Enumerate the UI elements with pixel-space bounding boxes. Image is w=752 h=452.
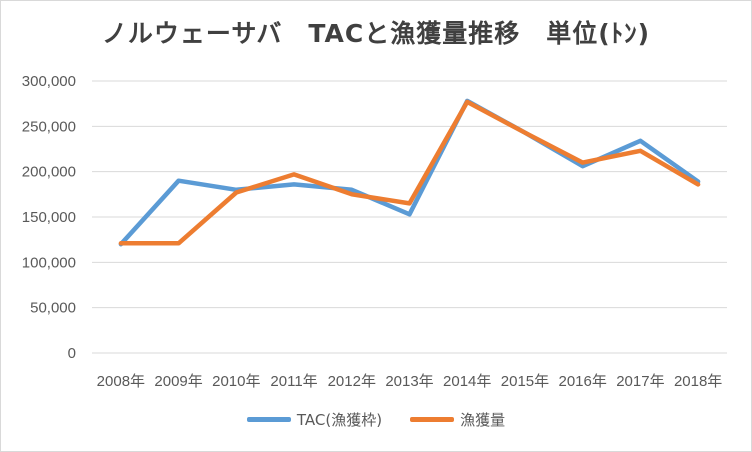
legend-label-tac: TAC(漁獲枠) [296, 411, 383, 429]
chart-title: ノルウェーサバ TACと漁獲量推移 単位(ﾄﾝ) [101, 19, 651, 48]
series-line-catch [118, 99, 701, 246]
x-tick-label: 2016年 [558, 373, 606, 390]
y-tick-label: 50,000 [30, 300, 76, 317]
x-tick-label: 2012年 [328, 373, 376, 390]
x-tick-label: 2008年 [97, 373, 145, 390]
x-tick-label: 2010年 [212, 373, 260, 390]
x-tick-label: 2013年 [385, 373, 433, 390]
x-tick-label: 2017年 [616, 373, 664, 390]
legend-swatch-tac [246, 417, 291, 422]
y-tick-label: 100,000 [22, 254, 76, 271]
y-tick-label: 0 [68, 345, 76, 362]
legend-item-catch: 漁獲量 [410, 409, 505, 430]
x-tick-label: 2015年 [501, 373, 549, 390]
y-tick-label: 250,000 [22, 118, 76, 135]
y-tick-label: 200,000 [22, 164, 76, 181]
y-tick-label: 300,000 [22, 73, 76, 90]
x-tick-label: 2018年 [674, 373, 722, 390]
legend-swatch-catch [410, 417, 455, 422]
y-tick-label: 150,000 [22, 209, 76, 226]
x-tick-label: 2009年 [154, 373, 202, 390]
series-line-tac [118, 98, 701, 247]
x-tick-label: 2011年 [270, 373, 317, 390]
legend: TAC(漁獲枠) 漁獲量 [0, 409, 752, 430]
legend-item-tac: TAC(漁獲枠) [246, 409, 383, 430]
legend-label-catch: 漁獲量 [460, 411, 506, 429]
x-tick-label: 2014年 [443, 373, 491, 390]
